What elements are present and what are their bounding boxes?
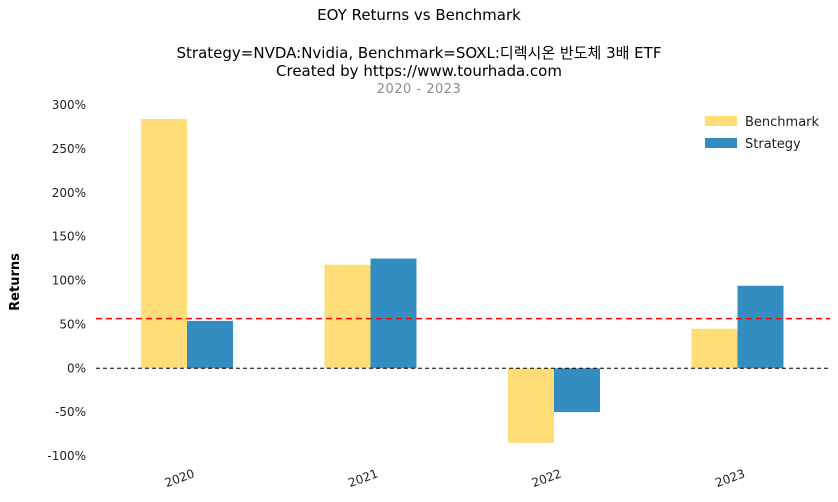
bar-strategy-2022: [554, 368, 600, 412]
legend-label-benchmark: Benchmark: [745, 115, 820, 130]
bar-strategy-2020: [187, 321, 233, 368]
y-tick-label: 50%: [59, 317, 86, 331]
bar-strategy-2023: [738, 286, 784, 368]
legend-swatch-strategy: [705, 138, 737, 148]
x-tick-label: 2021: [346, 466, 379, 490]
legend-label-strategy: Strategy: [745, 137, 801, 152]
y-tick-label: 250%: [52, 142, 86, 156]
y-tick-label: -50%: [55, 405, 86, 419]
bar-strategy-2021: [371, 259, 417, 369]
x-tick-label: 2023: [713, 466, 746, 490]
legend-swatch-benchmark: [705, 116, 737, 126]
y-tick-label: -100%: [47, 449, 86, 463]
x-tick-label: 2020: [163, 466, 196, 490]
bar-benchmark-2020: [141, 119, 187, 368]
y-tick-label: 200%: [52, 186, 86, 200]
y-tick-label: 150%: [52, 230, 86, 244]
bar-benchmark-2023: [692, 329, 738, 368]
y-tick-label: 100%: [52, 274, 86, 288]
bar-benchmark-2022: [508, 368, 554, 443]
y-tick-label: 0%: [67, 361, 86, 375]
y-tick-label: 300%: [52, 98, 86, 112]
x-tick-label: 2022: [530, 466, 563, 490]
y-axis-label: Returns: [8, 253, 23, 311]
bar-benchmark-2021: [325, 265, 371, 369]
